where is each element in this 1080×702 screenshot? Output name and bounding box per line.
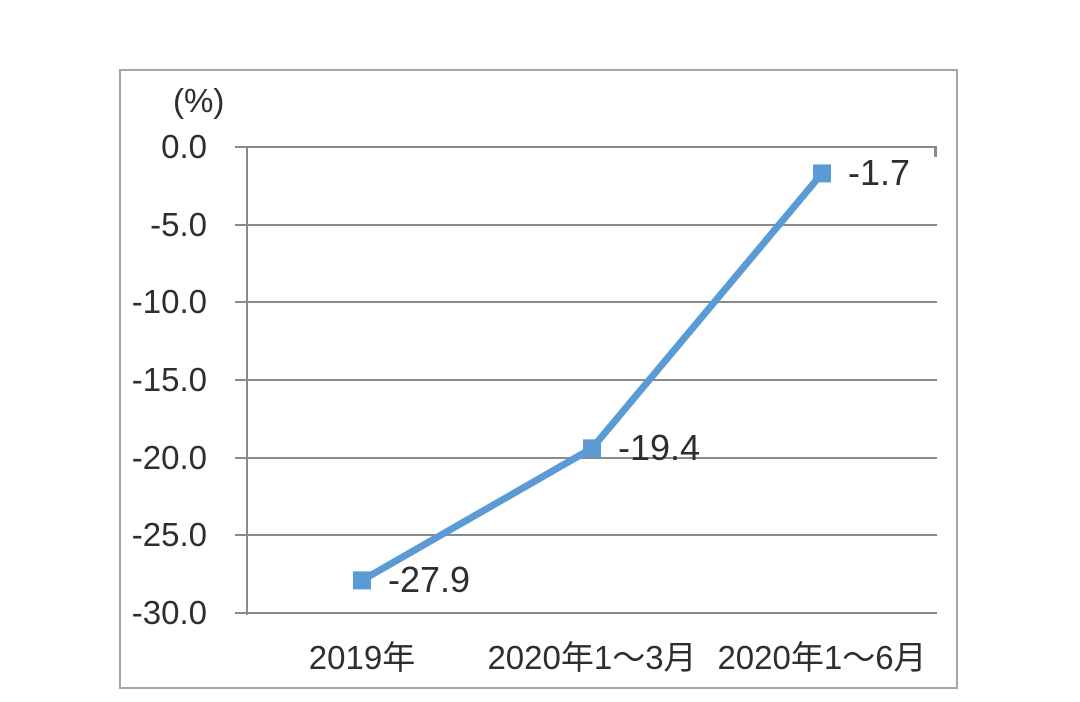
data-point-marker [813,164,831,183]
gridline [235,379,937,381]
data-label: -27.9 [388,559,471,601]
gridline [235,534,937,537]
chart-frame: (%) 0.0 -5.0 -10.0 -15.0 -20.0 -25.0 -30.0 201… [119,69,958,689]
plot-area: 0.0 -5.0 -10.0 -15.0 -20.0 -25.0 -30.0 2019年 20… [132,128,937,676]
y-tick-label: -5.0 [150,205,207,243]
y-axis-unit-label: (%) [173,82,225,119]
y-axis-line [246,146,248,615]
y-tick-label: -25.0 [131,516,207,554]
series-line [358,169,826,584]
data-point-marker [353,571,371,590]
plot-border-stub [934,148,937,157]
x-category-label: 2020年1～3月 [487,639,697,676]
gridline [235,223,937,226]
line-series [353,164,831,590]
y-tick-label: -10.0 [131,283,207,321]
y-tick-label: -20.0 [131,438,207,476]
gridline [235,301,937,304]
gridline [235,146,937,148]
y-tick-label: -15.0 [131,361,207,398]
gridline [235,456,937,459]
data-label: -1.7 [848,152,911,194]
y-tick-label: -30.0 [131,594,207,631]
data-label: -19.4 [618,427,701,469]
gridline [235,612,937,614]
x-category-label: 2019年 [308,639,416,676]
data-point-marker [583,439,601,458]
x-category-label: 2020年1～6月 [717,639,927,676]
y-tick-label: 0.0 [161,128,207,165]
